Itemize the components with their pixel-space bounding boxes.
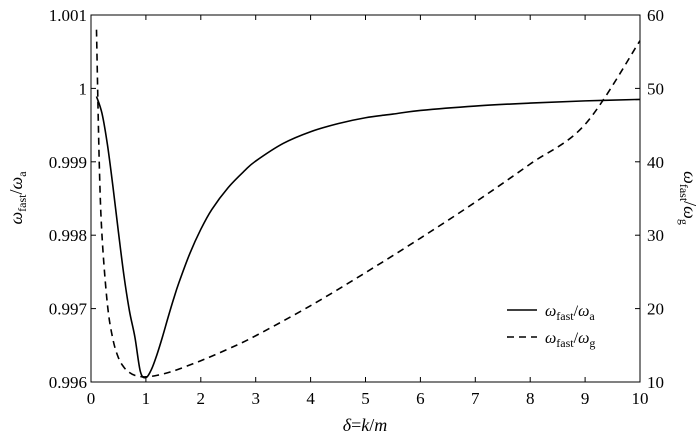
x-tick-label: 2: [197, 389, 206, 408]
y-left-ticks: 0.996 0.997 0.998 0.999 1 1.001: [49, 6, 96, 392]
x-axis-label: δ=k/m: [343, 415, 388, 435]
x-ticks: 0 1 2 3 4 5 6 7 8 9 10: [87, 15, 649, 408]
x-tick-label: 6: [416, 389, 425, 408]
y-left-tick-label: 0.997: [49, 300, 88, 319]
x-tick-label: 0: [87, 389, 96, 408]
y-right-tick-label: 20: [647, 300, 664, 319]
y-right-tick-label: 60: [647, 6, 664, 25]
legend: ωfast/ωa ωfast/ωg: [507, 303, 595, 350]
x-tick-label: 8: [526, 389, 535, 408]
y-right-axis-label: ωfast/ωg: [677, 171, 700, 225]
y-right-tick-label: 30: [647, 226, 664, 245]
y-right-tick-label: 50: [647, 79, 664, 98]
y-left-tick-label: 1.001: [49, 6, 87, 25]
y-right-tick-label: 10: [647, 373, 664, 392]
y-right-tick-label: 40: [647, 153, 664, 172]
x-tick-label: 9: [581, 389, 590, 408]
x-tick-label: 7: [471, 389, 480, 408]
series-layer: [95, 29, 641, 379]
x-tick-label: 1: [142, 389, 151, 408]
x-tick-label: 5: [361, 389, 370, 408]
legend-label-dashed: ωfast/ωg: [545, 330, 595, 350]
y-right-ticks: 10 20 30 40 50 60: [635, 6, 664, 392]
y-left-tick-label: 0.999: [49, 153, 87, 172]
x-tick-label: 4: [306, 389, 315, 408]
series-line-solid: [95, 96, 641, 379]
x-tick-label: 3: [251, 389, 260, 408]
x-tick-label: 10: [632, 389, 649, 408]
y-left-tick-label: 1: [79, 79, 88, 98]
y-left-tick-label: 0.996: [49, 373, 87, 392]
legend-label-solid: ωfast/ωa: [545, 303, 595, 323]
y-left-axis-label: ωfast/ωa: [6, 171, 29, 225]
plot-frame: [90, 14, 641, 383]
y-left-tick-label: 0.998: [49, 226, 87, 245]
series-line-dashed: [95, 29, 641, 378]
